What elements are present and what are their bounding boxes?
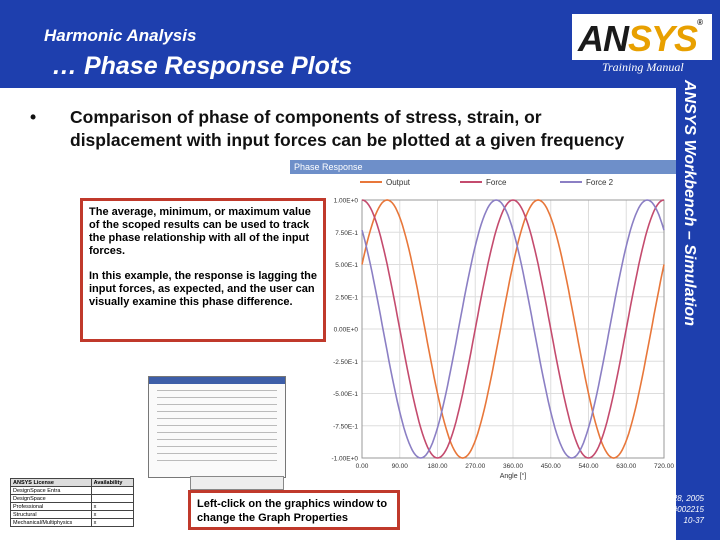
- x-tick-label: 450.00: [541, 463, 561, 470]
- y-tick-label: -1.00E+0: [331, 456, 358, 463]
- table-row: Structural x: [10, 510, 135, 519]
- click-instruction-callout: Left-click on the graphics window to cha…: [188, 490, 400, 530]
- table-row: Professional x: [10, 502, 135, 511]
- y-tick-label: 0.00E+0: [334, 327, 359, 334]
- x-axis-label: Angle [°]: [500, 472, 527, 480]
- table-row: DesignSpace: [10, 494, 135, 503]
- license-table: ANSYS License Availability DesignSpace E…: [10, 478, 135, 527]
- slide-section-title: Harmonic Analysis: [44, 26, 197, 45]
- y-tick-label: 5.00E-1: [335, 262, 358, 269]
- dialog-title-bar: [149, 377, 285, 384]
- logo-trademark: ®: [697, 18, 703, 27]
- x-tick-label: 630.00: [616, 463, 636, 470]
- x-tick-label: 90.00: [392, 463, 409, 470]
- logo-an-text: AN: [578, 18, 629, 59]
- x-tick-label: 540.00: [579, 463, 599, 470]
- info-callout: The average, minimum, or maximum value o…: [80, 198, 326, 342]
- info-paragraph-2: In this example, the response is lagging…: [89, 270, 317, 308]
- y-tick-label: -5.00E-1: [333, 391, 358, 398]
- y-tick-label: -2.50E-1: [333, 359, 358, 366]
- availability-header: Availability: [90, 478, 135, 487]
- dialog-button-strip: [190, 476, 284, 490]
- footer-info: March 28, 2005 Inventory #002215 10-37: [638, 493, 704, 526]
- x-tick-label: 270.00: [465, 463, 485, 470]
- bullet-marker: •: [30, 107, 37, 127]
- footer-page: 10-37: [683, 516, 704, 525]
- x-tick-label: 360.00: [503, 463, 523, 470]
- slide-title: … Phase Response Plots: [52, 52, 353, 80]
- sidebar-label: ANSYS Workbench – Simulation: [681, 80, 698, 326]
- y-tick-label: -7.50E-1: [333, 423, 358, 430]
- bullet-text: Comparison of phase of components of str…: [70, 107, 625, 150]
- legend-label: Force 2: [586, 178, 614, 187]
- info-paragraph-1: The average, minimum, or maximum value o…: [89, 206, 311, 257]
- x-tick-label: 180.00: [428, 463, 448, 470]
- series-line-force: [361, 199, 665, 459]
- legend-label: Force: [486, 178, 507, 187]
- y-tick-label: 1.00E+0: [334, 198, 359, 205]
- right-sidebar: [676, 88, 720, 540]
- logo-sys-text: SYS: [628, 18, 698, 59]
- bullet-point: • Comparison of phase of components of s…: [30, 106, 630, 152]
- x-tick-label: 0.00: [356, 463, 369, 470]
- plot-window-title: Phase Response: [290, 160, 676, 174]
- phase-response-chart[interactable]: Output Force Force 2 0.00 90.00 180.00 270.00 3…: [290, 174, 676, 482]
- y-tick-label: 7.50E-1: [335, 230, 358, 237]
- legend-label: Output: [386, 178, 411, 187]
- series-line-output: [361, 199, 665, 459]
- graph-properties-dialog: [148, 376, 286, 478]
- footer-date: March 28, 2005: [648, 494, 704, 503]
- series-line-force2: [361, 199, 665, 459]
- y-tick-label: 2.50E-1: [335, 294, 358, 301]
- table-row: DesignSpace Entra: [10, 486, 135, 495]
- phase-response-window[interactable]: Phase Response Output Force Force 2 0.00 90.…: [290, 160, 676, 482]
- license-header: ANSYS License: [10, 478, 92, 487]
- x-tick-label: 720.00: [654, 463, 674, 470]
- ansys-logo: ANSYS®: [572, 14, 712, 60]
- training-manual-label: Training Manual: [602, 60, 684, 74]
- table-row: Mechanical/Multiphysics x: [10, 518, 135, 527]
- footer-inventory: Inventory #002215: [637, 505, 704, 514]
